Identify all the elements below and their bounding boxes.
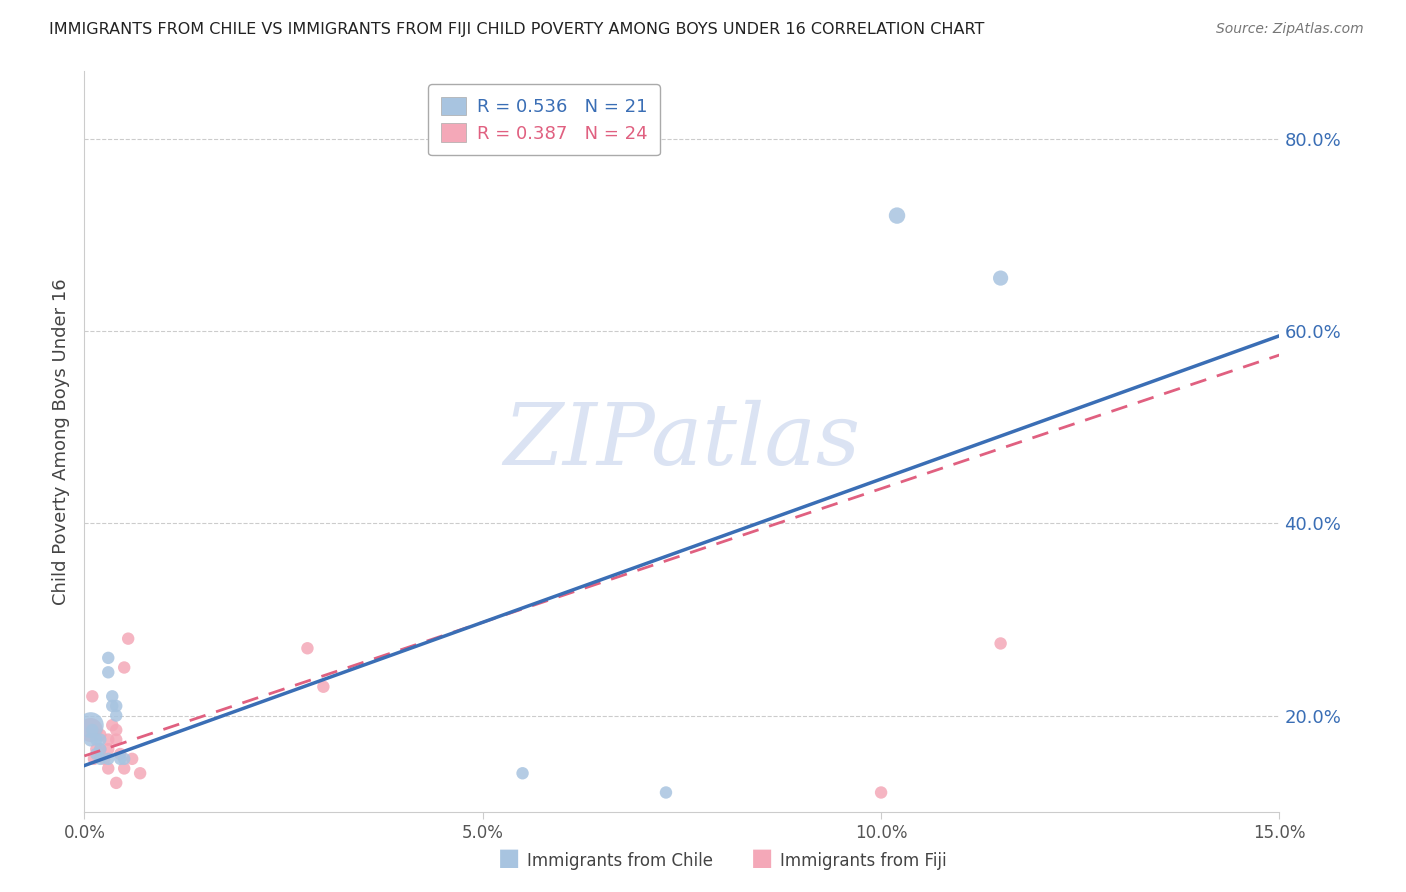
Text: ■: ■ [498,846,520,870]
Point [105,732,128,747]
Point [80,718,103,732]
Point [105,698,128,713]
Text: Immigrants from Chile: Immigrants from Chile [527,852,713,870]
Point [297,641,319,656]
Point [990,636,1012,650]
Text: ZIPatlas: ZIPatlas [503,401,860,483]
Point [86,742,108,756]
Point [89,742,111,756]
Point [86,747,108,761]
Point [110,752,132,766]
Point [80,723,103,737]
Point [89,728,111,742]
Point [82,690,104,704]
Point [112,761,135,775]
Text: ■: ■ [751,846,773,870]
Point [101,690,124,704]
Legend: R = 0.536   N = 21, R = 0.387   N = 24: R = 0.536 N = 21, R = 0.387 N = 24 [427,84,659,155]
Point [870,785,893,799]
Point [80,732,103,747]
Point [83,752,105,766]
Point [89,752,111,766]
Text: IMMIGRANTS FROM CHILE VS IMMIGRANTS FROM FIJI CHILD POVERTY AMONG BOYS UNDER 16 : IMMIGRANTS FROM CHILE VS IMMIGRANTS FROM… [49,22,984,37]
Point [97,651,120,665]
Text: Immigrants from Fiji: Immigrants from Fiji [780,852,948,870]
Point [512,766,534,780]
Point [97,732,120,747]
Point [312,680,335,694]
Point [97,665,120,680]
Point [105,776,128,790]
Point [89,732,111,747]
Point [86,732,108,747]
Point [112,752,135,766]
Point [112,660,135,674]
Point [129,766,152,780]
Point [110,747,132,761]
Point [101,698,124,713]
Point [93,752,115,766]
Point [117,632,139,646]
Y-axis label: Child Poverty Among Boys Under 16: Child Poverty Among Boys Under 16 [52,278,70,605]
Point [105,723,128,737]
Point [990,271,1012,285]
Point [97,752,120,766]
Point [101,718,124,732]
Text: Source: ZipAtlas.com: Source: ZipAtlas.com [1216,22,1364,37]
Point [89,742,111,756]
Point [105,708,128,723]
Point [886,209,908,223]
Point [655,785,678,799]
Point [82,723,104,737]
Point [97,761,120,775]
Point [121,752,143,766]
Point [97,742,120,756]
